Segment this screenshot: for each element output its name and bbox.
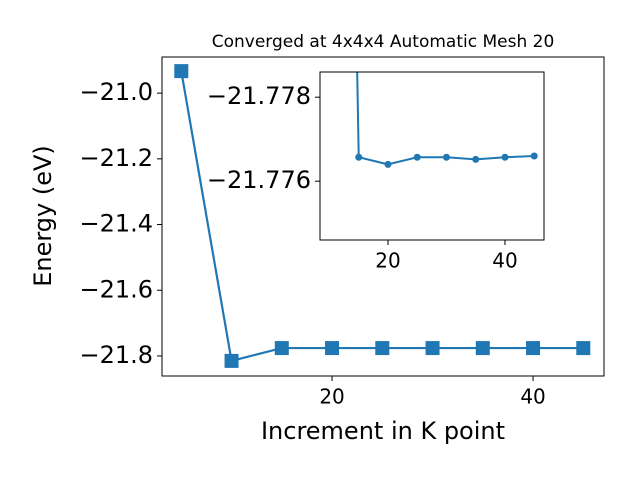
plot-frame — [319, 71, 545, 241]
marker — [526, 341, 541, 356]
marker — [425, 341, 440, 356]
marker — [475, 341, 490, 356]
marker — [442, 153, 450, 161]
marker — [576, 341, 591, 356]
x-tick-label: 40 — [520, 385, 545, 409]
x-tick-label: 20 — [375, 249, 400, 273]
marker — [355, 153, 363, 161]
plot-frame — [161, 56, 605, 377]
y-tick-label: −21.6 — [79, 275, 153, 303]
marker — [413, 153, 421, 161]
plot-area — [320, 72, 544, 240]
y-axis-label: Energy (eV) — [29, 145, 57, 287]
chart-title: Converged at 4x4x4 Automatic Mesh 20 — [212, 32, 555, 52]
y-tick-label: −21.4 — [79, 210, 153, 238]
marker — [325, 341, 340, 356]
plot-clip — [174, 64, 591, 368]
marker — [384, 160, 392, 168]
marker — [472, 155, 480, 163]
marker — [530, 152, 538, 160]
x-tick-label: 20 — [319, 385, 344, 409]
marker — [501, 153, 509, 161]
plot-clip — [355, 72, 538, 168]
x-axis-label: Increment in K point — [261, 417, 505, 445]
marker — [174, 64, 189, 79]
y-tick-label: −21.8 — [79, 341, 153, 369]
series-line — [356, 72, 535, 166]
x-tick-label: 40 — [492, 249, 517, 273]
y-tick-label: −21.2 — [79, 144, 153, 172]
y-tick-label: −21.778 — [207, 82, 311, 110]
marker — [375, 341, 390, 356]
y-tick-label: −21.0 — [79, 78, 153, 106]
marker — [274, 341, 289, 356]
y-tick-label: −21.776 — [207, 166, 311, 194]
marker — [224, 353, 239, 368]
